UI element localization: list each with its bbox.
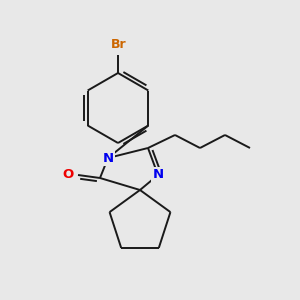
Text: N: N [152,169,164,182]
Text: Br: Br [111,38,127,52]
Text: N: N [102,152,114,164]
Text: O: O [62,169,74,182]
